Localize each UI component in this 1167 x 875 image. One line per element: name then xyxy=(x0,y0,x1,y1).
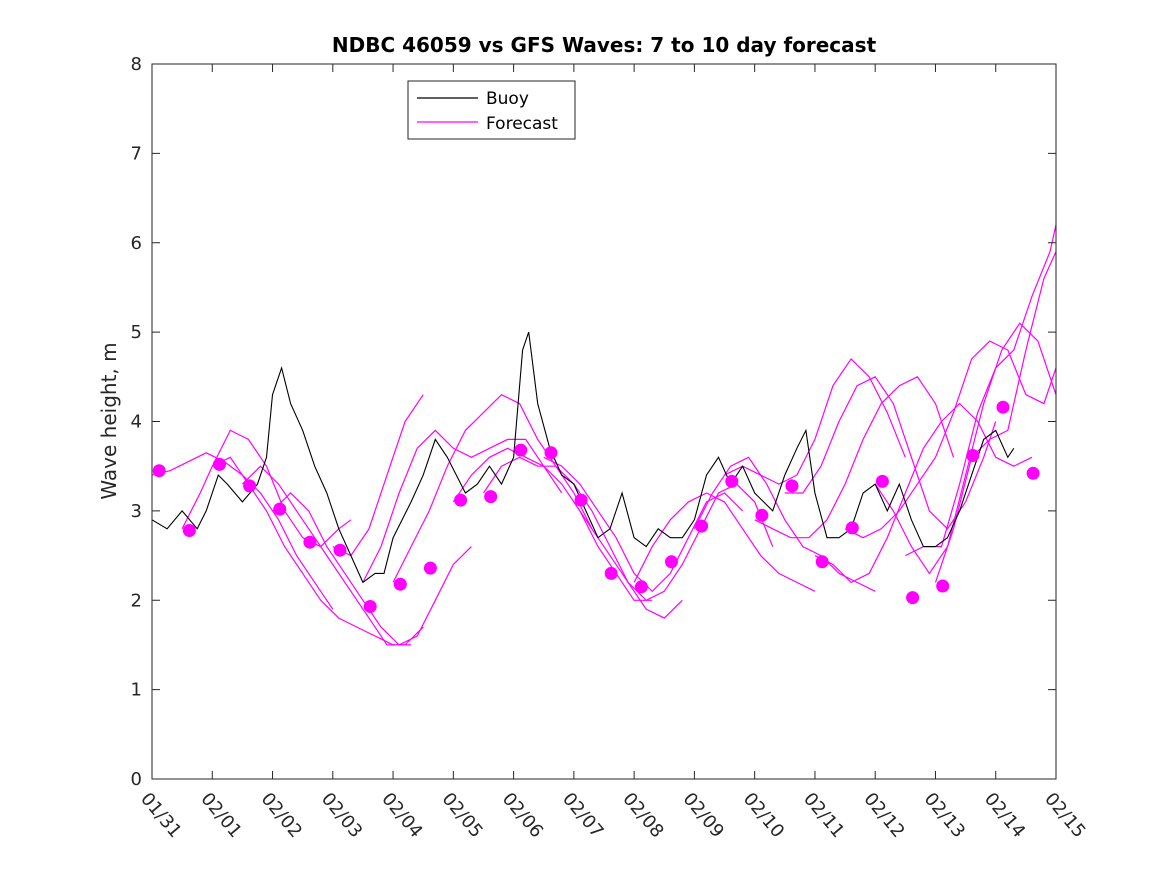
plot-background xyxy=(152,64,1056,779)
forecast-point xyxy=(996,400,1010,414)
y-axis-label: Wave height, m xyxy=(97,342,121,499)
forecast-run-line-4 xyxy=(241,465,424,646)
forecast-point xyxy=(152,464,166,478)
y-tick-label: 4 xyxy=(131,412,142,433)
forecast-point xyxy=(423,561,437,575)
forecast-run-line-18 xyxy=(814,402,1033,584)
forecast-point xyxy=(544,446,558,460)
y-tick-label: 5 xyxy=(131,322,142,343)
forecast-run-line-20 xyxy=(874,322,1057,575)
plot-area xyxy=(151,64,1057,779)
y-tick-label: 1 xyxy=(131,680,142,701)
forecast-point xyxy=(875,474,889,488)
forecast-point xyxy=(393,577,407,591)
forecast-point xyxy=(243,479,257,493)
chart-title: NDBC 46059 vs GFS Waves: 7 to 10 day for… xyxy=(332,33,877,57)
forecast-run-line-3 xyxy=(212,456,412,646)
forecast-run-line-8 xyxy=(392,393,593,583)
forecast-point xyxy=(182,524,196,537)
forecast-point xyxy=(725,474,739,488)
forecast-point xyxy=(273,502,287,516)
forecast-point xyxy=(665,555,678,569)
forecast-point xyxy=(574,493,588,507)
legend-forecast-label: Forecast xyxy=(486,114,558,134)
forecast-point xyxy=(966,449,980,462)
forecast-point xyxy=(906,591,920,605)
forecast-run-line-13 xyxy=(633,492,816,592)
forecast-point xyxy=(303,535,317,549)
forecast-run-line-7 xyxy=(362,429,563,583)
forecast-point xyxy=(695,519,709,533)
forecast-run-line-5 xyxy=(272,492,472,646)
forecast-point xyxy=(454,493,468,507)
forecast-point xyxy=(484,490,498,504)
y-tick-label: 8 xyxy=(131,54,142,75)
forecast-point xyxy=(634,580,648,594)
forecast-run-line-9 xyxy=(452,447,653,601)
legend-box xyxy=(407,80,576,140)
y-tick-label: 2 xyxy=(131,590,142,611)
y-tick-label: 7 xyxy=(131,143,142,164)
y-tick-label: 3 xyxy=(131,501,142,522)
forecast-point xyxy=(845,521,859,535)
forecast-run-line-17 xyxy=(784,376,997,530)
y-tick-label: 6 xyxy=(131,233,142,254)
legend: Buoy Forecast xyxy=(407,80,576,140)
legend-buoy-label: Buoy xyxy=(486,89,529,109)
forecast-point xyxy=(604,566,618,580)
forecast-run-line-15 xyxy=(724,357,906,485)
forecast-point xyxy=(755,508,769,522)
forecast-point xyxy=(363,600,377,613)
forecast-point xyxy=(333,543,347,557)
forecast-point xyxy=(785,479,799,493)
forecast-point xyxy=(213,457,226,471)
forecast-point xyxy=(815,555,829,569)
forecast-run-line-16 xyxy=(754,376,955,539)
forecast-point xyxy=(1026,466,1040,480)
forecast-run-line-6 xyxy=(332,394,424,557)
forecast-run-line-2 xyxy=(181,429,352,548)
forecast-run-line-12 xyxy=(573,483,774,602)
forecast-run-line-19 xyxy=(844,340,1057,539)
forecast-point xyxy=(514,443,528,457)
y-tick-label: 0 xyxy=(131,769,142,790)
forecast-point xyxy=(936,579,950,593)
